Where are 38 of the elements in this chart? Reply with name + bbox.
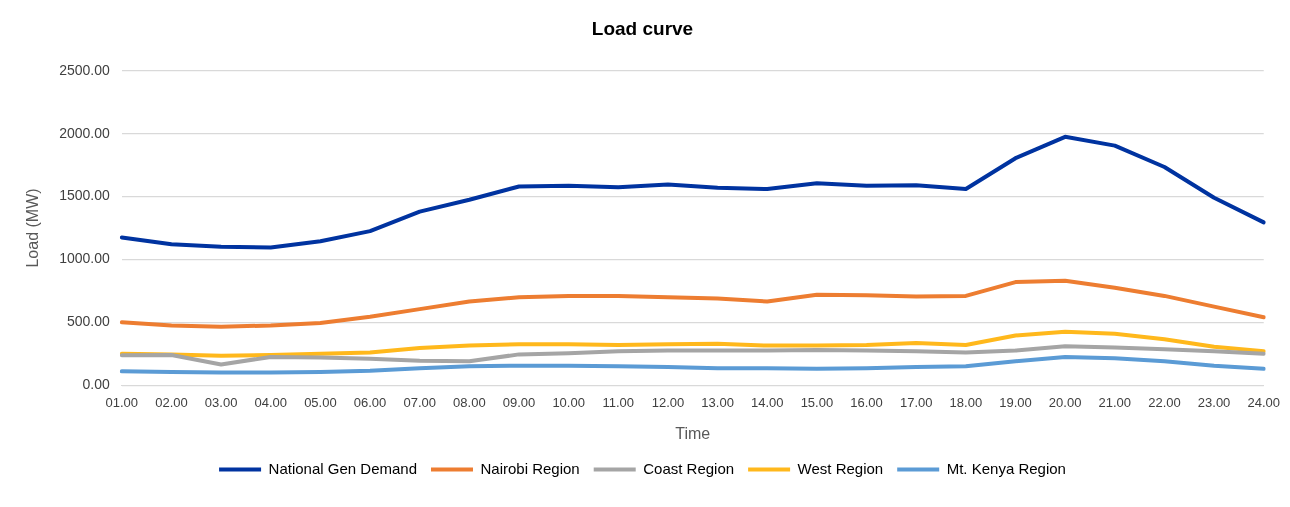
x-tick-label: 18.00 [949,394,983,410]
y-axis-title: Load (MW) [24,188,42,268]
x-tick-label: 16.00 [850,394,883,410]
y-tick-label: 500.00 [66,313,111,330]
x-tick-label: 20.00 [1048,394,1082,410]
x-tick-label: 06.00 [353,394,387,410]
x-tick-label: 07.00 [403,394,436,410]
x-tick-label: 01.00 [105,394,139,410]
legend-label: Coast Region [643,459,735,477]
x-tick-label: 02.00 [155,394,188,410]
y-tick-label: 2500.00 [59,61,111,78]
legend-label: West Region [797,459,884,477]
x-tick-label: 04.00 [254,394,288,410]
chart-title: Load curve [591,17,694,39]
x-tick-label: 14.00 [750,394,784,410]
x-tick-label: 10.00 [552,394,585,410]
x-tick-label: 22.00 [1148,394,1181,410]
x-tick-label: 08.00 [453,394,486,410]
y-tick-label: 0.00 [82,376,111,393]
x-tick-label: 03.00 [204,394,238,410]
x-tick-label: 19.00 [999,394,1032,410]
x-tick-label: 12.00 [651,394,685,410]
x-tick-label: 13.00 [701,394,734,410]
legend-label: Nairobi Region [480,459,580,477]
x-tick-label: 17.00 [899,394,933,410]
x-tick-label: 24.00 [1247,394,1281,410]
x-axis-title: Time [675,424,711,442]
x-tick-label: 05.00 [304,394,337,410]
y-tick-label: 1500.00 [59,187,111,204]
x-tick-label: 21.00 [1098,394,1132,410]
legend-label: National Gen Demand [268,459,417,477]
x-tick-label: 15.00 [800,394,834,410]
y-tick-label: 2000.00 [59,124,111,141]
legend-label: Mt. Kenya Region [946,459,1066,477]
x-tick-label: 23.00 [1197,394,1231,410]
x-tick-label: 11.00 [602,394,635,410]
y-tick-label: 1000.00 [59,250,111,267]
x-tick-label: 09.00 [502,394,536,410]
